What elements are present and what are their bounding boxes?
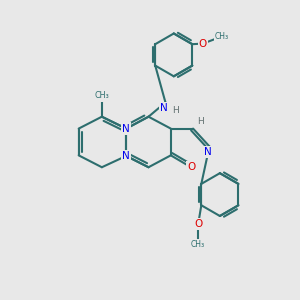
Text: CH₃: CH₃ <box>191 240 205 249</box>
Text: N: N <box>122 151 130 161</box>
Text: O: O <box>187 162 195 172</box>
Text: CH₃: CH₃ <box>215 32 229 41</box>
Text: N: N <box>160 103 168 113</box>
Text: N: N <box>122 124 130 134</box>
Text: H: H <box>197 117 204 126</box>
Text: O: O <box>199 39 207 49</box>
Text: H: H <box>172 106 179 115</box>
Text: O: O <box>194 219 202 229</box>
Text: CH₃: CH₃ <box>94 92 109 100</box>
Text: N: N <box>122 124 130 134</box>
Text: N: N <box>204 147 212 157</box>
